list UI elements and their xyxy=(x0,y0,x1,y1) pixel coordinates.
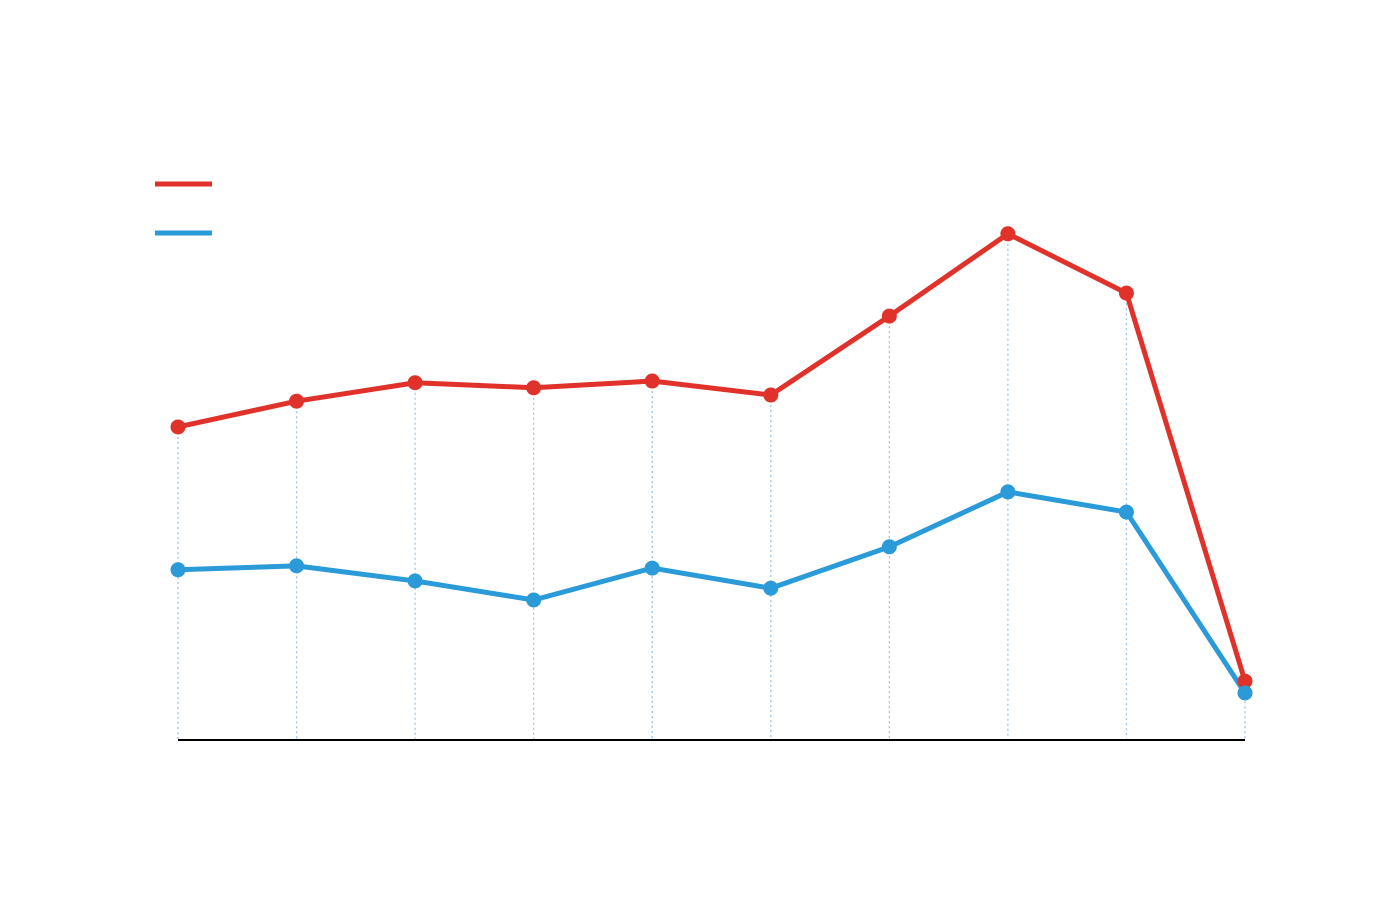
data-point xyxy=(1000,226,1016,242)
data-point xyxy=(763,580,779,596)
data-point xyxy=(1237,685,1253,701)
data-point xyxy=(881,539,897,555)
data-point xyxy=(644,373,660,389)
data-point xyxy=(763,387,779,403)
data-point xyxy=(407,375,423,391)
data-point xyxy=(881,308,897,324)
data-point xyxy=(289,558,305,574)
data-point xyxy=(526,592,542,608)
data-point xyxy=(526,380,542,396)
data-point xyxy=(170,419,186,435)
data-point xyxy=(1118,285,1134,301)
data-point xyxy=(407,573,423,589)
series-line xyxy=(177,489,1248,695)
data-point xyxy=(289,393,305,409)
data-point xyxy=(170,562,186,578)
data-point xyxy=(644,560,660,576)
series-line xyxy=(177,231,1248,682)
data-point xyxy=(1237,673,1253,689)
data-point xyxy=(1118,504,1134,520)
data-point xyxy=(1000,484,1016,500)
